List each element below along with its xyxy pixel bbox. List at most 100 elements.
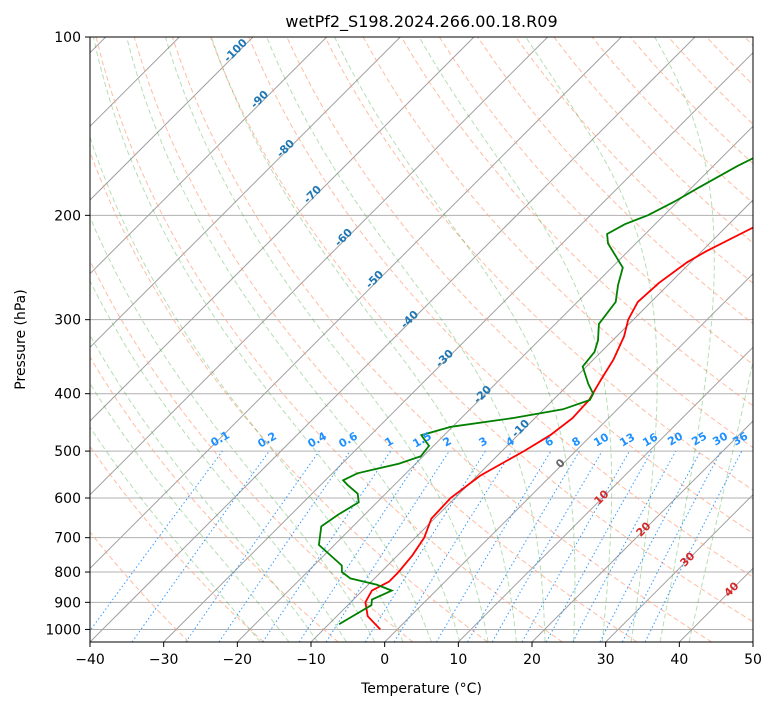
dry-adiabat	[362, 37, 753, 449]
mixing-ratio-label: 3	[477, 434, 490, 449]
dry-adiabat	[248, 37, 753, 578]
pressure-gridlines	[90, 37, 753, 630]
moist-adiabat	[210, 37, 517, 642]
isotherm-line	[605, 493, 753, 642]
isotherm-label: -90	[248, 88, 271, 111]
moist-adiabat	[126, 37, 461, 642]
isotherm-line	[678, 567, 753, 642]
isotherm-line	[90, 37, 328, 275]
isotherm-line	[236, 125, 753, 642]
mixing-ratio-line	[521, 450, 630, 642]
cold-isotherm-labels: -100 -90 -80 -70 -60 -50 -40 -30 -20 -10	[221, 36, 532, 440]
y-tick-label: 100	[54, 30, 81, 46]
isotherm-line	[90, 37, 254, 201]
y-tick-label: 600	[54, 491, 81, 507]
x-tick-label: 0	[380, 652, 389, 668]
moist-adiabat	[334, 37, 576, 642]
mixing-ratio-lines	[90, 450, 743, 642]
y-tick-label: 300	[54, 313, 81, 329]
y-tick-label: 700	[54, 531, 81, 547]
moist-adiabat	[654, 37, 715, 642]
moist-adiabat	[90, 215, 376, 642]
dry-adiabat	[515, 37, 753, 284]
isotherm-label: 20	[634, 519, 654, 539]
moist-adiabat	[90, 135, 404, 642]
isotherm-label: 10	[592, 487, 612, 507]
mixing-ratio-line	[545, 450, 653, 642]
moist-adiabat	[418, 37, 613, 642]
dry-adiabat	[477, 37, 753, 325]
mixing-ratio-line	[599, 450, 701, 642]
mixing-ratio-line	[218, 450, 351, 642]
isotherm-label: -10	[509, 417, 532, 440]
dry-adiabat	[95, 37, 563, 642]
mixing-ratio-label: 2	[441, 434, 454, 449]
chart-title: wetPf2_S198.2024.266.00.18.R09	[285, 12, 557, 32]
x-tick-label: 50	[744, 652, 762, 668]
isotherm-line	[384, 272, 753, 642]
x-tick-label: −20	[223, 652, 253, 668]
isotherm-line	[90, 37, 622, 570]
x-axis-ticks: −40 −30 −20 −10 0 10 20 30 40 50	[75, 642, 762, 668]
isotherm-label: -70	[301, 183, 324, 206]
dry-adiabat	[324, 37, 753, 491]
isotherm-lines	[90, 37, 753, 642]
moist-adiabat	[164, 37, 489, 642]
mixing-ratio-line	[298, 450, 425, 642]
mixing-ratio-label: 30	[710, 429, 730, 448]
y-tick-label: 800	[54, 565, 81, 581]
isotherm-line	[90, 37, 549, 496]
mixing-ratio-label: 0.4	[306, 429, 330, 450]
sounding-profiles	[317, 157, 753, 631]
y-axis-label: Pressure (hPa)	[13, 289, 29, 389]
isotherm-label: -40	[398, 308, 421, 331]
dry-adiabat	[400, 37, 753, 407]
mixing-ratio-label: 13	[617, 431, 637, 450]
temperature-profile	[364, 226, 753, 631]
dry-adiabat	[553, 37, 753, 244]
x-tick-label: 10	[449, 652, 467, 668]
moist-adiabat	[688, 358, 753, 642]
dry-adiabat	[90, 356, 339, 642]
mixing-ratio-line	[393, 450, 513, 642]
mixing-ratio-line	[262, 450, 392, 642]
y-tick-label: 400	[54, 387, 81, 403]
mixing-ratio-label: 0.6	[337, 429, 361, 450]
dry-adiabat	[133, 37, 638, 642]
dry-adiabat	[668, 37, 753, 125]
mixing-ratio-label: 10	[591, 430, 611, 449]
y-tick-label: 200	[54, 208, 81, 224]
y-tick-label: 500	[54, 444, 81, 460]
dry-adiabat	[90, 150, 488, 642]
y-axis-ticks: 100 200 300 400 500 600 700 800 900 1000	[45, 30, 90, 638]
isotherm-label: -20	[471, 383, 494, 406]
moist-adiabat-lines	[90, 37, 753, 642]
moist-adiabat	[90, 426, 261, 642]
moist-adiabat	[90, 334, 319, 642]
mixing-ratio-label: 25	[689, 430, 709, 449]
dry-adiabat	[90, 531, 190, 642]
moist-adiabat	[266, 37, 546, 642]
mixing-ratio-line	[185, 450, 320, 642]
mixing-ratio-line	[621, 450, 722, 642]
mixing-ratio-label: 6	[543, 434, 556, 449]
dry-adiabat	[706, 37, 753, 86]
mixing-ratio-label: 16	[640, 430, 660, 449]
isotherm-line	[90, 37, 696, 642]
dry-adiabat	[171, 37, 712, 642]
isotherm-label: -50	[363, 268, 386, 291]
x-tick-label: −40	[75, 652, 105, 668]
mixing-ratio-line	[90, 450, 223, 632]
reference-line-labels: -100 -90 -80 -70 -60 -50 -40 -30 -20 -10…	[209, 36, 751, 600]
dry-adiabat-lines	[90, 37, 753, 642]
dry-adiabat	[438, 37, 753, 366]
dry-adiabat	[591, 37, 753, 204]
dewpoint-profile	[317, 157, 753, 625]
dry-adiabat	[90, 259, 414, 642]
mixing-ratio-line	[325, 450, 450, 642]
dry-adiabat	[90, 445, 264, 642]
plot-frame	[89, 36, 754, 643]
isotherm-label: -60	[332, 226, 355, 249]
y-tick-label: 900	[54, 595, 81, 611]
warm-isotherm-labels: 10 20 30 40	[592, 487, 742, 599]
